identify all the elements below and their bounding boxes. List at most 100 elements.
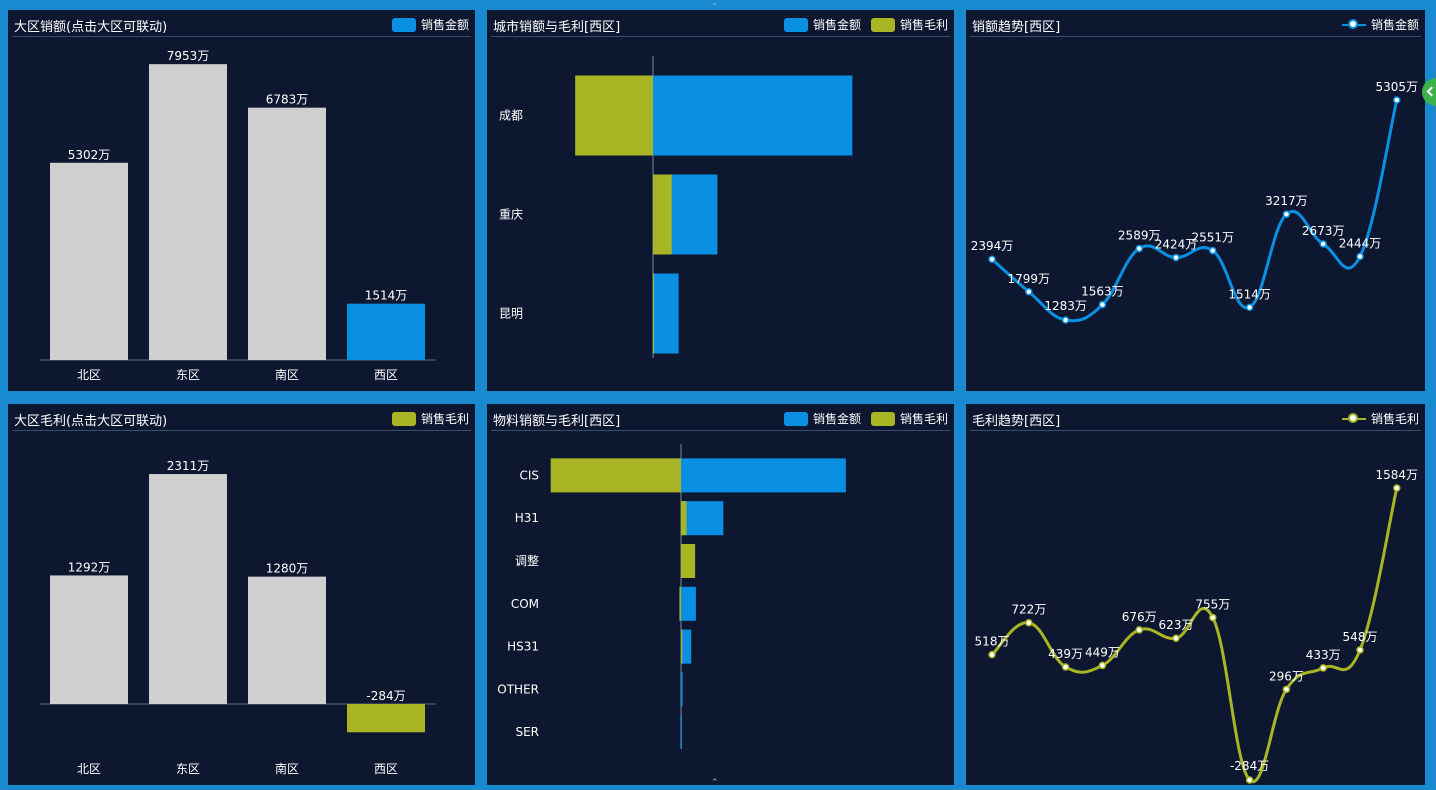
profit-bar[interactable] xyxy=(550,458,681,493)
sales-bar[interactable] xyxy=(681,458,846,493)
legend[interactable]: 销售金额 xyxy=(391,16,469,33)
data-point[interactable] xyxy=(1393,484,1401,492)
side-expand-tab[interactable] xyxy=(1422,78,1436,106)
data-point[interactable] xyxy=(988,650,996,659)
data-label: 1514万 xyxy=(365,289,408,303)
legend-item-sales[interactable]: 销售金额 xyxy=(783,16,861,33)
data-point[interactable] xyxy=(1135,626,1143,634)
legend-item-profit[interactable]: 销售毛利 xyxy=(870,16,948,33)
y-tick-label: 调整 xyxy=(515,553,539,568)
profit-bar[interactable] xyxy=(681,629,683,664)
city-sales-panel: 城市销额与毛利[西区] 销售金额 销售毛利 成都 重庆 昆明 xyxy=(487,10,954,391)
bar[interactable] xyxy=(347,704,425,733)
sales-bar[interactable] xyxy=(653,273,679,354)
data-point[interactable] xyxy=(1393,96,1401,104)
data-label: 1514万 xyxy=(1228,287,1271,301)
data-point[interactable] xyxy=(1356,252,1364,261)
chevron-up-icon[interactable]: ⌃ xyxy=(711,778,719,788)
data-label: 1799万 xyxy=(1008,272,1051,286)
data-label: 2394万 xyxy=(971,239,1014,253)
panel-title: 大区毛利(点击大区可联动) xyxy=(14,414,168,429)
data-point[interactable] xyxy=(1245,303,1254,312)
profit-bar[interactable] xyxy=(679,586,681,621)
legend-swatch xyxy=(783,411,808,426)
legend[interactable]: 销售金额 销售毛利 xyxy=(783,410,948,427)
data-point[interactable] xyxy=(988,255,996,263)
data-point[interactable] xyxy=(1356,646,1364,654)
data-point[interactable] xyxy=(1282,210,1291,218)
bar[interactable] xyxy=(347,303,425,360)
legend-item-sales[interactable]: 销售金额 xyxy=(391,16,469,33)
sales-bar[interactable] xyxy=(681,586,696,621)
legend-swatch xyxy=(1341,412,1366,426)
profit-bar[interactable] xyxy=(653,174,672,255)
sales-trend-panel: 销额趋势[西区] 销售金额 2394万 1799万 1283万 1563万 2589万 2… xyxy=(966,10,1425,391)
legend[interactable]: 销售金额 销售毛利 xyxy=(783,16,948,33)
profit-bar[interactable] xyxy=(653,273,654,354)
data-point[interactable] xyxy=(1209,246,1217,255)
data-point[interactable] xyxy=(1319,240,1327,248)
bar[interactable] xyxy=(248,107,326,361)
legend-item-profit[interactable]: 销售毛利 xyxy=(1341,410,1419,427)
y-tick-label: COM xyxy=(511,597,539,611)
data-label: 5305万 xyxy=(1376,80,1419,94)
data-label: 722万 xyxy=(1011,603,1046,617)
data-point[interactable] xyxy=(1245,776,1254,784)
bar[interactable] xyxy=(149,64,227,360)
bar[interactable] xyxy=(50,162,128,360)
material-chart[interactable]: CIS H31 调整 COM HS31 OTHER SER xyxy=(487,404,954,785)
data-point[interactable] xyxy=(1025,288,1033,296)
data-label: 449万 xyxy=(1085,645,1120,659)
bar[interactable] xyxy=(248,576,326,704)
sales-bar[interactable] xyxy=(681,715,682,750)
data-point[interactable] xyxy=(1025,618,1033,627)
chevron-down-icon[interactable]: ⌄ xyxy=(711,0,719,8)
data-point[interactable] xyxy=(1098,661,1107,670)
y-tick-label: SER xyxy=(515,725,539,739)
profit-bar[interactable] xyxy=(575,75,653,156)
legend-item-sales[interactable]: 销售金额 xyxy=(783,410,861,427)
data-label: 2551万 xyxy=(1192,231,1235,245)
sales-bar[interactable] xyxy=(681,501,724,536)
x-tick-label: 北区 xyxy=(77,762,101,776)
bar[interactable] xyxy=(50,575,128,704)
legend-item-sales[interactable]: 销售金额 xyxy=(1341,16,1419,33)
data-label: 676万 xyxy=(1122,610,1157,624)
data-point[interactable] xyxy=(1172,253,1180,262)
bar[interactable] xyxy=(149,474,227,704)
sales-bar[interactable] xyxy=(681,672,683,707)
data-point[interactable] xyxy=(1319,664,1327,672)
data-point[interactable] xyxy=(1209,613,1217,622)
data-point[interactable] xyxy=(1282,685,1291,694)
series-line xyxy=(991,99,1399,323)
data-label: 2673万 xyxy=(1302,224,1345,238)
sales-bar[interactable] xyxy=(681,629,692,664)
legend[interactable]: 销售毛利 xyxy=(1341,410,1419,427)
data-point[interactable] xyxy=(1135,244,1143,253)
data-point[interactable] xyxy=(1172,634,1180,642)
legend[interactable]: 销售毛利 xyxy=(391,410,469,427)
panel-header: 大区毛利(点击大区可联动) 销售毛利 xyxy=(12,408,471,431)
data-label: 296万 xyxy=(1269,669,1304,683)
data-point[interactable] xyxy=(1061,663,1070,671)
data-point[interactable] xyxy=(1098,300,1107,309)
legend-swatch xyxy=(391,17,416,32)
legend[interactable]: 销售金额 xyxy=(1341,16,1419,33)
data-label: 3217万 xyxy=(1265,194,1308,208)
data-label: 2444万 xyxy=(1339,236,1382,250)
legend-item-profit[interactable]: 销售毛利 xyxy=(870,410,948,427)
sales-bar[interactable] xyxy=(653,75,853,156)
legend-item-profit[interactable]: 销售毛利 xyxy=(391,410,469,427)
panel-header: 销额趋势[西区] 销售金额 xyxy=(970,14,1421,37)
profit-bar[interactable] xyxy=(681,544,696,578)
data-point[interactable] xyxy=(1061,316,1070,324)
material-panel: 物料销额与毛利[西区] 销售金额 销售毛利 CIS H31 调整 COM HS31 OTH… xyxy=(487,404,954,785)
profit-bar[interactable] xyxy=(681,501,687,536)
data-label: 6783万 xyxy=(266,93,309,107)
x-tick-label: 南区 xyxy=(275,367,299,382)
